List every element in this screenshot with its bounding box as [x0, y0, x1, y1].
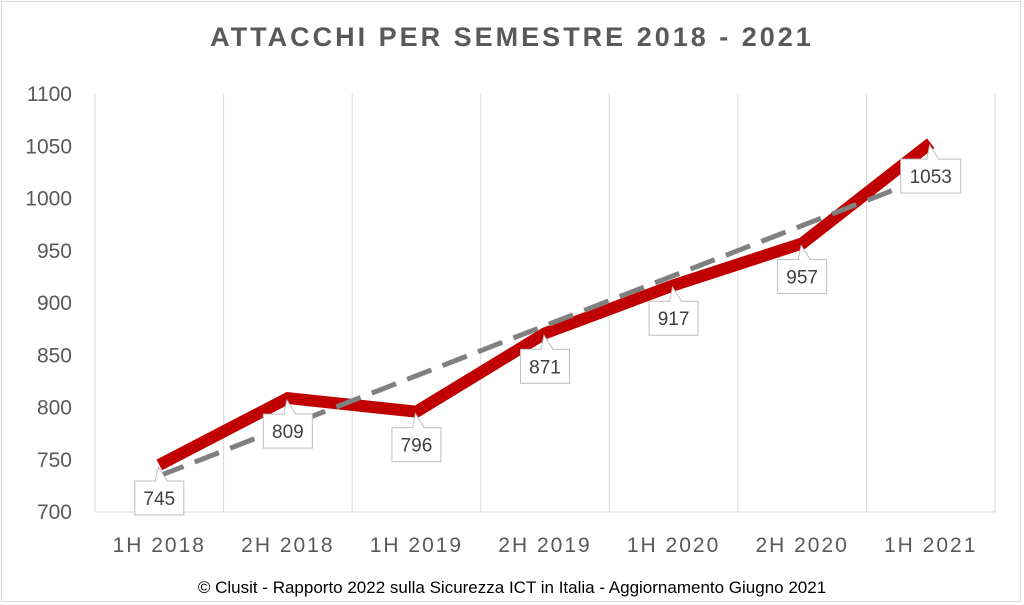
data-label: 917	[648, 285, 699, 336]
y-tick-label: 1100	[27, 83, 72, 106]
x-tick-label: 2H 2018	[241, 534, 334, 557]
x-tick-label: 1H 2019	[370, 534, 463, 557]
x-tick-label: 2H 2020	[755, 534, 848, 557]
data-label: 809	[262, 398, 313, 449]
data-label-box	[900, 158, 962, 194]
chart-title: ATTACCHI PER SEMESTRE 2018 - 2021	[210, 22, 814, 52]
data-label: 796	[391, 412, 442, 463]
source-footer: © Clusit - Rapporto 2022 sulla Sicurezza…	[197, 578, 827, 597]
data-label-box	[391, 427, 442, 463]
x-tick-label: 2H 2019	[498, 534, 591, 557]
series-layer	[156, 138, 935, 471]
y-tick-label: 750	[37, 449, 72, 472]
data-label: 871	[520, 334, 570, 384]
y-tick-label: 1000	[25, 188, 72, 211]
data-label-text: 796	[401, 436, 433, 457]
data-label-text: 871	[529, 357, 561, 378]
x-axis: 1H 2018 2H 2018 1H 2019 2H 2019 1H 2020 2H 20…	[113, 534, 977, 557]
data-label: 745	[134, 465, 185, 516]
data-label-box	[777, 258, 828, 294]
x-tick-label: 1H 2018	[113, 534, 206, 557]
data-labels: 745 809 796 871 917 957 1053	[134, 143, 962, 516]
x-tick-label: 1H 2021	[884, 534, 977, 557]
y-tick-label: 950	[37, 240, 72, 263]
data-label-text: 745	[143, 489, 175, 510]
data-label: 1053	[900, 143, 962, 194]
gridlines	[94, 94, 996, 513]
data-label-box	[134, 480, 185, 516]
y-tick-label: 900	[37, 292, 72, 315]
data-label-box	[648, 300, 699, 336]
x-tick-label: 1H 2020	[627, 534, 720, 557]
y-tick-label: 1050	[25, 135, 72, 158]
data-label: 957	[777, 244, 828, 294]
data-label-text: 1053	[910, 167, 952, 188]
data-label-text: 917	[658, 309, 690, 330]
y-axis: 700 750 800 850 900 950 1000 1050 1100	[25, 83, 72, 524]
y-tick-label: 800	[37, 397, 72, 420]
data-label-text: 809	[272, 422, 304, 443]
y-tick-label: 850	[37, 344, 72, 367]
series-line	[156, 138, 935, 471]
data-label-box	[520, 348, 570, 384]
y-tick-label: 700	[37, 501, 72, 524]
data-label-text: 957	[786, 267, 818, 288]
